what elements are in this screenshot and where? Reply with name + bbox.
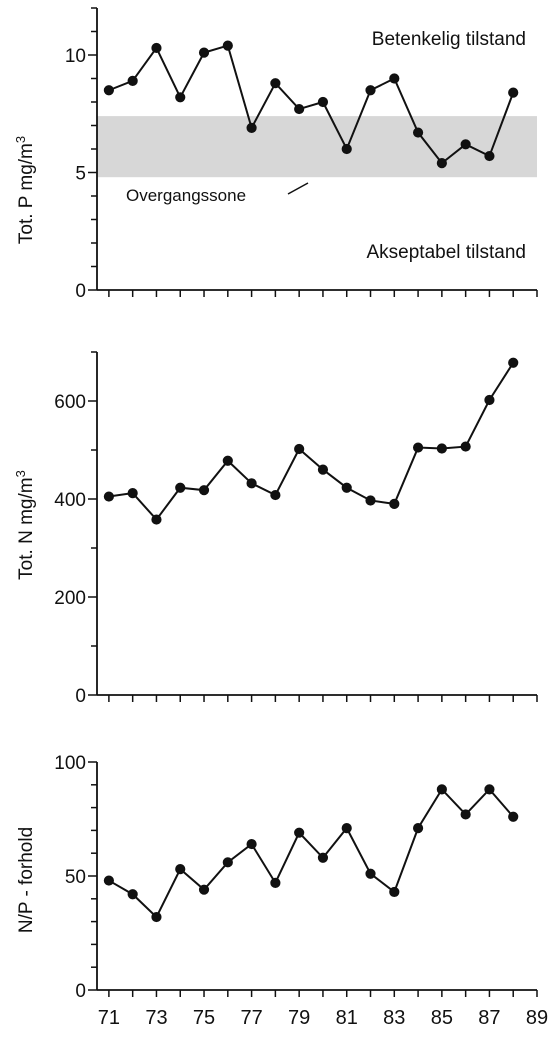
- data-point: [198, 884, 210, 895]
- panel-np-ratio: 0 50 100 71 73 75 77 79 81 83 85 87 89 N/P - forhold: [16, 753, 548, 1029]
- data-point: [341, 482, 352, 493]
- data-point: [127, 889, 138, 900]
- x-tick-label: 89: [526, 1007, 548, 1029]
- y-tick-label: 200: [54, 588, 86, 609]
- data-point: [317, 464, 329, 475]
- data-point: [246, 838, 257, 850]
- data-point: [222, 857, 233, 868]
- series-line: [108, 787, 514, 919]
- x-tick-label: 77: [240, 1007, 262, 1029]
- data-point: [151, 514, 162, 525]
- data-point: [103, 875, 114, 886]
- y-tick-label: 600: [54, 392, 86, 413]
- data-point: [270, 78, 281, 89]
- annotation-upper: Betenkelig tilstand: [372, 29, 526, 50]
- data-point: [151, 42, 162, 54]
- y-tick-label: 0: [75, 281, 86, 302]
- x-tick-label: 81: [336, 1007, 358, 1029]
- x-tick-label: 85: [431, 1007, 453, 1029]
- data-point: [508, 87, 519, 98]
- panel-total-nitrogen: 0 200 400 600 Tot. N mg/m3: [13, 351, 538, 707]
- x-tick-label: 75: [193, 1007, 215, 1029]
- data-point: [198, 47, 210, 58]
- y-tick-label: 0: [75, 981, 86, 1002]
- data-point: [484, 150, 495, 162]
- data-point: [365, 85, 376, 96]
- data-point: [222, 455, 233, 466]
- band-label-pointer: [287, 182, 309, 195]
- data-point: [222, 40, 233, 51]
- data-point: [270, 489, 281, 501]
- panel-total-phosphorus: 0 5 10 Tot. P mg/m3 Betenkelig tilstand Aksep…: [13, 7, 538, 302]
- data-point: [508, 357, 519, 368]
- data-point: [389, 498, 400, 509]
- data-point: [103, 491, 114, 502]
- data-point: [317, 852, 329, 863]
- data-point: [341, 143, 352, 155]
- y-tick-label: 50: [65, 867, 86, 888]
- data-point: [198, 485, 210, 496]
- data-point: [365, 495, 376, 506]
- y-tick-label: 100: [54, 753, 86, 774]
- data-point: [270, 877, 281, 888]
- data-point: [175, 92, 186, 103]
- data-point: [365, 868, 376, 879]
- y-axis-label-superscript: 3: [13, 470, 28, 477]
- data-point: [127, 488, 138, 499]
- annotation-lower: Akseptabel tilstand: [367, 242, 527, 263]
- y-axis-label: Tot. N mg/m3: [13, 470, 37, 580]
- data-point: [246, 478, 257, 489]
- data-point: [151, 911, 162, 923]
- y-axis-label: N/P - forhold: [16, 827, 37, 933]
- data-point: [412, 127, 424, 138]
- x-tick-label: 87: [478, 1007, 500, 1029]
- data-point: [436, 443, 447, 454]
- y-axis-label: Tot. P mg/m3: [13, 136, 37, 244]
- data-point: [436, 784, 447, 795]
- data-point: [175, 864, 186, 875]
- data-point: [294, 103, 305, 115]
- data-point: [412, 823, 424, 834]
- data-point: [127, 75, 138, 86]
- y-tick-label: 10: [65, 46, 86, 67]
- data-point: [341, 823, 352, 834]
- x-tick-label: 83: [383, 1007, 405, 1029]
- data-point: [317, 96, 329, 108]
- data-point: [484, 394, 495, 406]
- data-point: [460, 139, 471, 150]
- data-point: [389, 73, 400, 84]
- data-point: [103, 85, 114, 96]
- data-point: [436, 158, 447, 169]
- band-label: Overgangssone: [126, 186, 246, 205]
- y-tick-label: 400: [54, 490, 86, 511]
- data-point: [246, 122, 257, 133]
- data-point: [460, 441, 471, 452]
- x-tick-label: 71: [98, 1007, 120, 1029]
- x-tick-label: 73: [145, 1007, 167, 1029]
- y-tick-label: 0: [75, 686, 86, 707]
- data-point: [175, 482, 186, 493]
- data-point: [294, 443, 305, 455]
- data-point: [508, 811, 519, 822]
- series-line: [108, 362, 515, 522]
- data-point: [412, 442, 424, 453]
- data-point: [460, 809, 471, 820]
- y-tick-label: 5: [75, 164, 86, 185]
- x-tick-label: 79: [288, 1007, 310, 1029]
- data-point: [389, 886, 400, 898]
- data-point: [484, 784, 495, 795]
- y-axis-label-superscript: 3: [13, 136, 28, 143]
- data-point: [294, 827, 305, 838]
